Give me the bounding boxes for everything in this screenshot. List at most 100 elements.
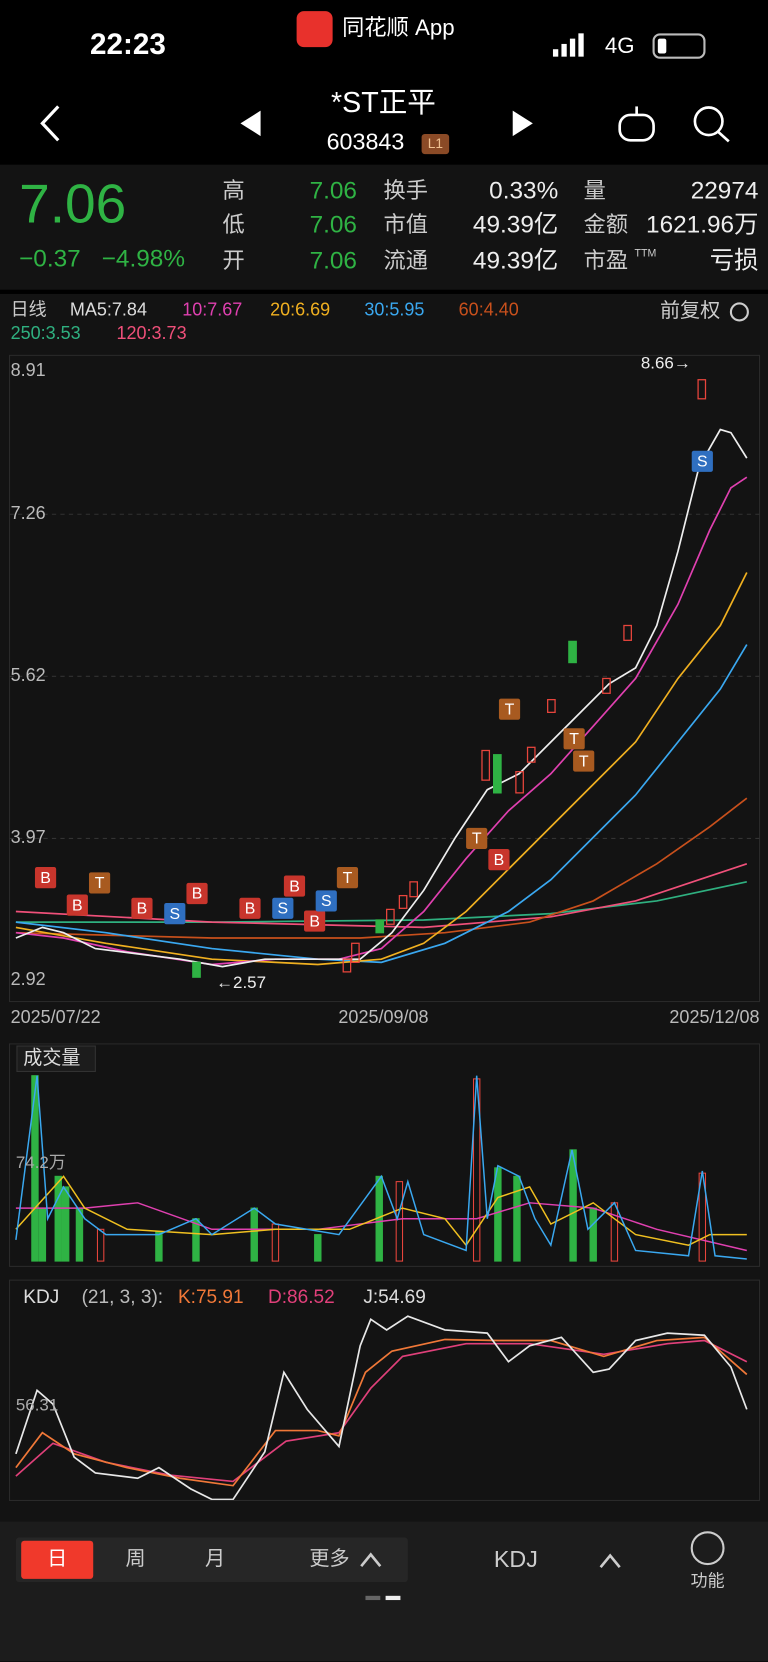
signal-bg	[272, 897, 294, 919]
signal-bg	[498, 698, 521, 720]
field-value: 1621.96万	[646, 212, 758, 239]
volume-bar	[250, 1207, 258, 1262]
ma-legend: 10:7.67	[182, 300, 242, 320]
app-icon	[296, 11, 333, 48]
ma-line	[15, 428, 748, 968]
price-axis-label: 8.91	[11, 360, 46, 380]
signal-bg	[164, 903, 186, 925]
ma-line	[15, 863, 748, 929]
settings-icon[interactable]	[729, 302, 749, 322]
indicator-select[interactable]: KDJ	[494, 1546, 538, 1572]
volume-title-bg	[16, 1045, 96, 1072]
signal: T	[505, 701, 515, 718]
candle	[386, 908, 395, 925]
price-grid	[9, 513, 760, 839]
volume-bar	[31, 1075, 39, 1262]
next-stock[interactable]	[512, 110, 533, 137]
candle	[375, 919, 385, 934]
tab-selected	[21, 1540, 94, 1579]
volume-title: 成交量	[23, 1047, 80, 1069]
function-icon[interactable]	[690, 1531, 725, 1566]
field-value: 49.39亿	[473, 248, 558, 275]
volume-panel	[9, 1043, 761, 1267]
field-value: 7.06	[310, 212, 357, 239]
ma-legend: 日线	[11, 300, 47, 320]
price: 7.06	[19, 173, 126, 235]
volume-bar	[589, 1207, 597, 1262]
signal: T	[95, 875, 105, 892]
divider	[0, 289, 768, 294]
signal-bg	[488, 849, 510, 871]
candle	[342, 958, 352, 973]
tab[interactable]: 更多	[309, 1547, 349, 1570]
field-label: 高	[222, 178, 244, 203]
kdj-panel	[9, 1279, 761, 1502]
volume-bar	[38, 1207, 47, 1262]
signal-bg	[131, 897, 153, 919]
ma-line	[15, 797, 748, 939]
ttm: TTM	[635, 247, 657, 259]
field-label: 市值	[383, 212, 427, 237]
battery-level	[657, 38, 667, 54]
signal-bg	[573, 750, 595, 772]
adjust[interactable]: 前复权	[660, 299, 720, 322]
candle	[409, 881, 419, 898]
more-arrow[interactable]	[360, 1552, 382, 1567]
price-axis-label: 3.97	[11, 827, 46, 847]
signal: B	[137, 901, 148, 918]
signal: T	[343, 870, 353, 887]
function-label[interactable]: 功能	[691, 1572, 725, 1591]
signal: B	[309, 913, 320, 930]
price-panel	[9, 354, 761, 1003]
app-name: 同花顺 App	[342, 15, 454, 40]
signal-bg	[304, 910, 326, 932]
candle	[398, 894, 408, 909]
indicator-arrow[interactable]	[599, 1553, 621, 1569]
ma-legend: 120:3.73	[117, 323, 187, 343]
kdj-d: D:86.52	[268, 1287, 335, 1308]
search-icon[interactable]	[693, 106, 730, 143]
prev-stock[interactable]	[240, 110, 261, 137]
volume-axis: 74.2万	[16, 1153, 66, 1172]
field-label: 金额	[584, 212, 628, 237]
kdj-line	[15, 1336, 748, 1487]
candle	[547, 699, 556, 713]
signal-bg	[563, 728, 585, 750]
field-value: 22974	[691, 178, 759, 205]
tab[interactable]: 周	[126, 1548, 146, 1570]
change: −0.37	[19, 245, 81, 272]
signal-bg	[315, 890, 337, 912]
kdj-j: J:54.69	[363, 1287, 425, 1308]
page-dot	[365, 1595, 381, 1601]
signal: B	[72, 897, 83, 914]
volume-bar	[155, 1230, 163, 1262]
back-button[interactable]	[40, 105, 60, 142]
candle	[602, 677, 611, 694]
date-label: 2025/07/22	[11, 1007, 101, 1027]
network: 4G	[605, 33, 635, 58]
signal-bg	[186, 882, 208, 905]
robot-icon[interactable]	[618, 106, 655, 142]
signal: T	[472, 831, 482, 848]
stock-name: *ST正平	[331, 87, 436, 119]
signal-bg	[34, 867, 57, 889]
candle	[568, 640, 577, 664]
change-pct: −4.98%	[102, 245, 185, 272]
ma-legend: 20:6.69	[270, 300, 330, 320]
volume-line	[15, 1175, 747, 1247]
date-label: 2025/12/08	[669, 1007, 759, 1027]
candle	[493, 754, 502, 794]
signal-bg	[88, 872, 111, 894]
field-label: 低	[222, 212, 244, 237]
field-label: 换手	[383, 178, 427, 203]
date-label: 2025/09/08	[338, 1007, 428, 1027]
tab[interactable]: 月	[205, 1548, 225, 1570]
tab[interactable]: 日	[47, 1548, 67, 1570]
candle	[481, 749, 491, 781]
signal: B	[245, 901, 256, 918]
ma-legend: 30:5.95	[364, 300, 424, 320]
badge: L1	[428, 136, 443, 151]
field-value: 亏损	[710, 248, 759, 275]
ma-legend: MA5:7.84	[70, 300, 147, 320]
